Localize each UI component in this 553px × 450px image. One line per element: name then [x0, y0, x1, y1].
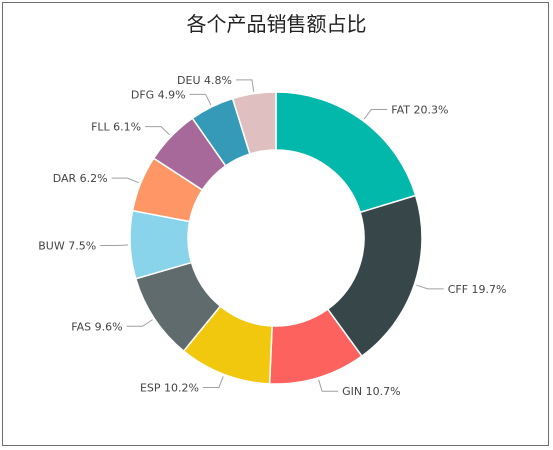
slice-deu[interactable]: [231, 91, 277, 155]
leader-line-buw: [100, 244, 129, 247]
leader-line-fas: [126, 319, 153, 327]
leader-line-fat: [363, 108, 388, 120]
leader-line-esp: [202, 376, 224, 388]
data-label-gin: GIN 10.7%: [342, 385, 400, 398]
leader-line-cff: [416, 284, 444, 290]
data-label-fll: FLL 6.1%: [91, 121, 141, 134]
leader-line-gin: [318, 379, 339, 392]
data-label-fat: FAT 20.3%: [391, 103, 448, 116]
data-label-dfg: DFG 4.9%: [131, 88, 186, 101]
leader-line-dar: [111, 177, 139, 184]
leader-line-dfg: [189, 93, 212, 106]
data-label-esp: ESP 10.2%: [140, 381, 199, 394]
leader-line-fll: [145, 126, 171, 136]
data-label-cff: CFF 19.7%: [448, 283, 507, 296]
leader-line-deu: [235, 79, 255, 92]
data-label-dar: DAR 6.2%: [53, 172, 108, 185]
data-label-deu: DEU 4.8%: [177, 74, 232, 87]
data-label-fas: FAS 9.6%: [71, 320, 122, 333]
data-label-buw: BUW 7.5%: [38, 240, 96, 253]
chart-title: 各个产品销售额占比: [186, 12, 367, 36]
